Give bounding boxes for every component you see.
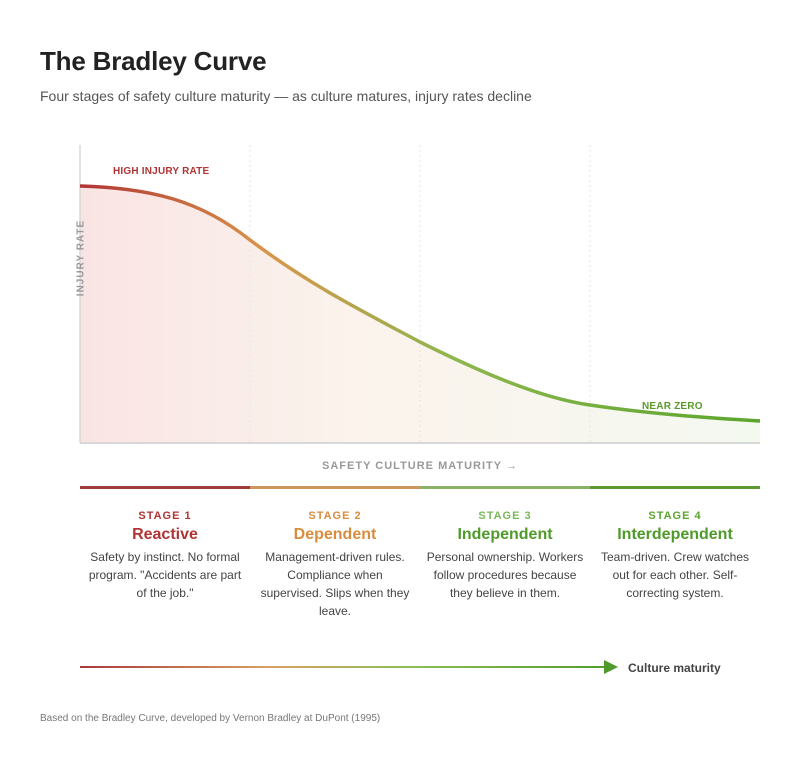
near-zero-annotation: NEAR ZERO <box>642 401 703 412</box>
stage-number: STAGE 4 <box>648 510 702 522</box>
curve-plot <box>79 145 761 444</box>
stage-card-independent: STAGE 3 Independent Personal ownership. … <box>420 510 590 620</box>
x-axis-label: SAFETY CULTURE MATURITY → <box>322 460 518 472</box>
stage-list: STAGE 1 Reactive Safety by instinct. No … <box>80 510 760 620</box>
stage-bar-3 <box>420 486 590 489</box>
stage-number: STAGE 1 <box>138 510 192 522</box>
y-axis-label: INJURY RATE <box>75 219 87 297</box>
stage-description: Personal ownership. Workers follow proce… <box>426 550 584 600</box>
source-footnote: Based on the Bradley Curve, developed by… <box>40 713 381 724</box>
stage-bar-2 <box>250 486 420 489</box>
stage-name: Independent <box>457 526 553 543</box>
stage-name: Dependent <box>293 526 377 543</box>
maturity-label: Culture maturity <box>628 661 721 675</box>
stage-description: Team-driven. Crew watches out for each o… <box>600 550 750 600</box>
stage-number: STAGE 3 <box>478 510 532 522</box>
stage-bar-4 <box>590 486 760 489</box>
stage-color-bar <box>80 486 760 489</box>
stage-number: STAGE 2 <box>308 510 362 522</box>
stage-name: Reactive <box>132 526 198 543</box>
bradley-curve-chart: INJURY RATE HIGH INJURY RATE NEAR ZERO S… <box>75 145 761 472</box>
maturity-arrow-icon <box>80 660 618 674</box>
stage-name: Interdependent <box>617 526 733 543</box>
page-subtitle: Four stages of safety culture maturity —… <box>40 88 532 104</box>
stage-description: Safety by instinct. No formal program. "… <box>88 550 242 600</box>
stage-description: Management-driven rules. Compliance when… <box>260 550 410 618</box>
stage-bar-1 <box>80 486 250 489</box>
stage-card-dependent: STAGE 2 Dependent Management-driven rule… <box>250 510 420 620</box>
stage-card-reactive: STAGE 1 Reactive Safety by instinct. No … <box>80 510 250 620</box>
injury-curve <box>79 184 761 423</box>
page-title: The Bradley Curve <box>40 46 267 76</box>
stage-card-interdependent: STAGE 4 Interdependent Team-driven. Crew… <box>590 510 760 620</box>
high-injury-annotation: HIGH INJURY RATE <box>113 166 210 177</box>
